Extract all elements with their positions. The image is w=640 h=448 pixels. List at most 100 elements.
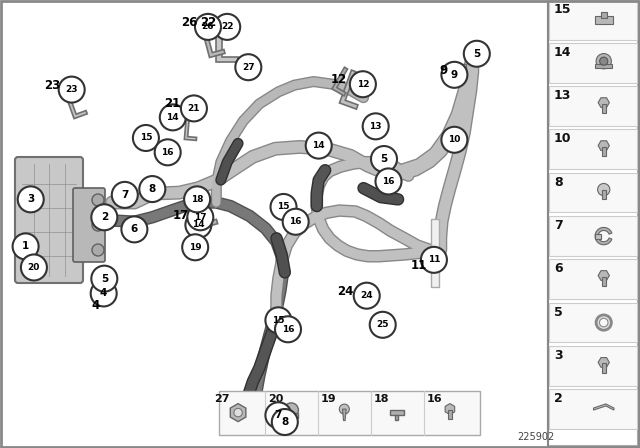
Text: 6: 6 (554, 262, 563, 275)
Text: 20: 20 (268, 394, 283, 404)
Bar (602, 190, 605, 199)
Bar (549, 346, 637, 386)
Text: 18: 18 (373, 394, 388, 404)
Text: 8: 8 (281, 417, 289, 427)
Text: 16: 16 (426, 394, 442, 404)
Text: 5: 5 (554, 306, 563, 319)
Text: 25: 25 (376, 320, 389, 329)
Bar (602, 146, 605, 156)
Circle shape (600, 318, 608, 327)
Text: 15: 15 (277, 202, 290, 211)
Text: 17: 17 (194, 213, 207, 222)
Text: 22: 22 (221, 22, 234, 31)
Text: 11: 11 (411, 258, 427, 272)
Polygon shape (230, 404, 246, 422)
Polygon shape (216, 34, 238, 62)
Text: 5: 5 (380, 154, 388, 164)
Text: 10: 10 (554, 132, 572, 145)
Bar (549, 129, 637, 169)
Circle shape (464, 41, 490, 67)
Bar (601, 12, 607, 18)
Text: 10: 10 (448, 135, 461, 144)
Text: 27: 27 (242, 63, 255, 72)
Circle shape (92, 194, 104, 206)
Circle shape (214, 14, 240, 40)
Text: 21: 21 (188, 104, 200, 113)
Text: 16: 16 (382, 177, 395, 186)
Bar (549, 86, 637, 126)
Text: 12: 12 (356, 80, 369, 89)
Circle shape (275, 316, 301, 342)
Circle shape (371, 146, 397, 172)
Text: 8: 8 (554, 176, 563, 189)
Circle shape (442, 127, 467, 153)
Text: 3: 3 (554, 349, 563, 362)
Text: 23: 23 (65, 85, 78, 94)
Text: 16: 16 (282, 325, 294, 334)
Bar (431, 219, 440, 287)
Polygon shape (598, 358, 609, 367)
Polygon shape (598, 98, 609, 108)
Circle shape (195, 14, 221, 40)
Bar (549, 389, 637, 429)
Bar (396, 414, 398, 420)
Text: 19: 19 (189, 243, 202, 252)
Polygon shape (332, 67, 348, 96)
Text: 14: 14 (192, 220, 205, 229)
Text: 26: 26 (180, 16, 197, 29)
Text: 16: 16 (289, 217, 302, 226)
Text: 12: 12 (331, 73, 347, 86)
Bar (448, 64, 466, 74)
Bar (448, 410, 452, 419)
Circle shape (442, 62, 467, 88)
Text: 15: 15 (554, 3, 572, 16)
Circle shape (18, 186, 44, 212)
Text: 15: 15 (140, 134, 152, 142)
Bar (284, 413, 298, 418)
Circle shape (21, 254, 47, 280)
Circle shape (596, 54, 611, 69)
Text: 18: 18 (191, 195, 204, 204)
Circle shape (133, 125, 159, 151)
Circle shape (140, 176, 165, 202)
Text: 16: 16 (161, 148, 174, 157)
Text: 3: 3 (27, 194, 35, 204)
Text: 22: 22 (200, 16, 216, 29)
Text: 26: 26 (202, 22, 214, 31)
Circle shape (271, 194, 296, 220)
Circle shape (266, 402, 291, 428)
Polygon shape (445, 404, 454, 414)
Bar (549, 173, 637, 212)
Polygon shape (184, 102, 196, 140)
Bar (219, 391, 480, 435)
Circle shape (59, 77, 84, 103)
Bar (549, 259, 637, 299)
Circle shape (354, 283, 380, 309)
Circle shape (155, 139, 180, 165)
FancyBboxPatch shape (15, 157, 83, 283)
Text: 13: 13 (369, 122, 382, 131)
Polygon shape (191, 207, 203, 227)
Text: 11: 11 (428, 255, 440, 264)
Circle shape (236, 54, 261, 80)
Text: 19: 19 (321, 394, 337, 404)
Text: 2: 2 (100, 212, 108, 222)
Circle shape (357, 292, 372, 308)
Polygon shape (64, 89, 87, 119)
Circle shape (283, 209, 308, 235)
Bar (549, 43, 637, 82)
Text: 2: 2 (554, 392, 563, 405)
Text: 5: 5 (473, 49, 481, 59)
Bar (549, 216, 637, 256)
Polygon shape (598, 271, 609, 280)
Circle shape (596, 315, 611, 330)
Circle shape (350, 71, 376, 97)
Circle shape (363, 113, 388, 139)
Circle shape (181, 95, 207, 121)
Bar (548, 2, 638, 446)
Text: 4: 4 (100, 289, 108, 298)
Bar (595, 16, 613, 24)
Text: 7: 7 (275, 410, 282, 420)
Circle shape (122, 216, 147, 242)
Text: 7: 7 (554, 219, 563, 232)
